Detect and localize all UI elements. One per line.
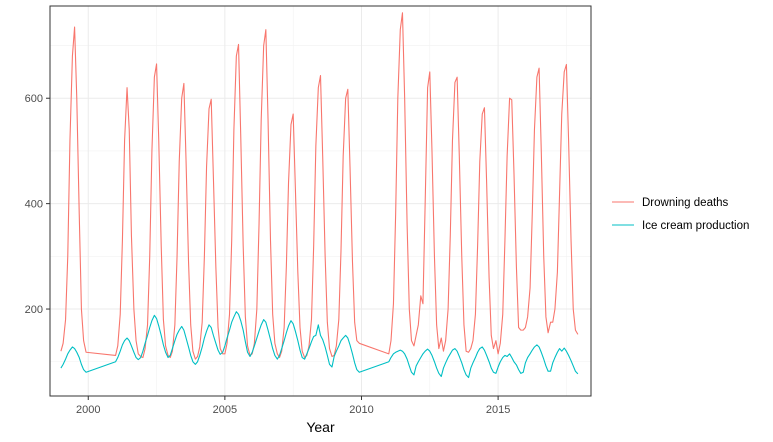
x-tick-label: 2015 (486, 404, 510, 416)
x-tick-label: 2010 (349, 404, 373, 416)
series-lines (60, 12, 579, 379)
plot-panel (49, 5, 592, 397)
y-tick-label: 200 (25, 304, 43, 316)
y-tick-label: 600 (25, 93, 43, 105)
legend: Drowning deaths Ice cream production (612, 197, 749, 232)
major-gridlines (50, 6, 591, 396)
y-axis: 200 400 600 (25, 93, 50, 316)
x-axis: 2000 2005 2010 2015 (76, 396, 510, 416)
series-line-2 (60, 311, 579, 379)
legend-label-2: Ice cream production (642, 220, 749, 232)
x-axis-title: Year (306, 419, 335, 435)
y-tick-label: 400 (25, 199, 43, 211)
x-tick-label: 2005 (213, 404, 237, 416)
x-tick-label: 2000 (76, 404, 100, 416)
legend-label-1: Drowning deaths (642, 197, 729, 209)
plot-border (49, 5, 592, 397)
series-line-1 (60, 12, 579, 360)
